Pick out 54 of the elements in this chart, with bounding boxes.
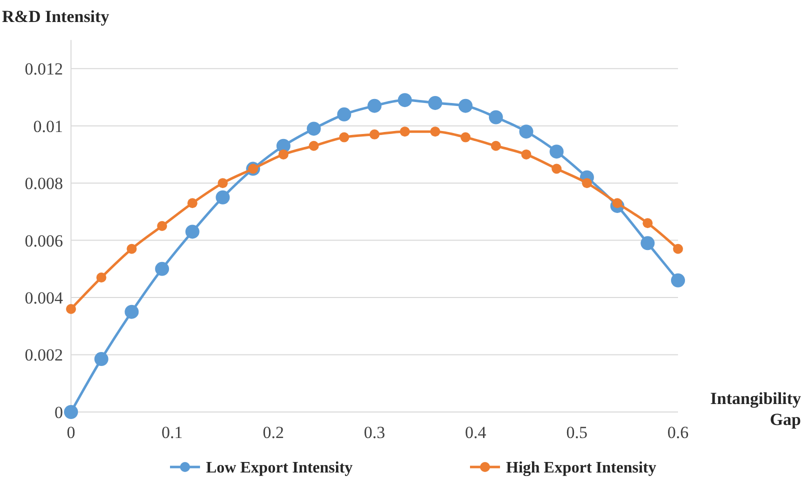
point: [126, 244, 137, 254]
point: [187, 198, 198, 208]
point: [671, 273, 685, 288]
point: [218, 178, 228, 188]
point: [490, 140, 501, 151]
point: [278, 149, 288, 160]
y-tick-label: 0: [54, 402, 63, 422]
y-tick-label: 0.008: [24, 174, 63, 194]
point: [430, 126, 440, 137]
point: [368, 98, 382, 113]
point: [552, 164, 562, 174]
point: [428, 96, 442, 110]
x-tick-label: 0.3: [364, 423, 386, 442]
y-axis-title: R&D Intensity: [2, 7, 110, 26]
x-tick-label: 0.2: [262, 423, 284, 442]
x-tick-label: 0: [66, 423, 76, 442]
y-tick-label: 0.002: [24, 346, 63, 365]
point: [642, 218, 653, 228]
x-axis-title: Intangibility Gap: [710, 389, 802, 429]
point: [550, 144, 564, 159]
point: [306, 122, 321, 136]
legend-label: Low Export Intensity: [206, 460, 353, 477]
point: [64, 405, 78, 419]
y-tick-label: 0.01: [33, 116, 63, 136]
y-tick-label: 0.006: [24, 231, 63, 250]
point: [370, 129, 380, 140]
point: [521, 149, 532, 160]
point: [94, 352, 108, 366]
point: [155, 262, 170, 276]
point: [185, 224, 200, 239]
point: [519, 124, 534, 139]
point: [124, 304, 139, 319]
point: [488, 110, 503, 124]
point: [640, 236, 655, 250]
point: [398, 93, 412, 108]
point: [66, 304, 76, 314]
point: [337, 107, 352, 122]
y-tick-label: 0.012: [24, 60, 63, 79]
y-tick-label: 0.004: [24, 288, 64, 308]
point: [673, 244, 683, 254]
point: [216, 190, 230, 204]
point: [582, 178, 592, 188]
point: [308, 140, 319, 151]
point: [458, 98, 473, 113]
x-tick-label: 0.1: [162, 423, 183, 442]
point: [157, 221, 168, 231]
point: [460, 132, 471, 142]
legend-label: High Export Intensity: [506, 460, 656, 477]
x-tick-label: 0.6: [667, 423, 689, 442]
point: [96, 272, 106, 283]
x-tick-label: 0.4: [465, 423, 487, 442]
point: [400, 126, 410, 137]
x-tick-label: 0.5: [566, 423, 588, 442]
point: [339, 132, 350, 142]
